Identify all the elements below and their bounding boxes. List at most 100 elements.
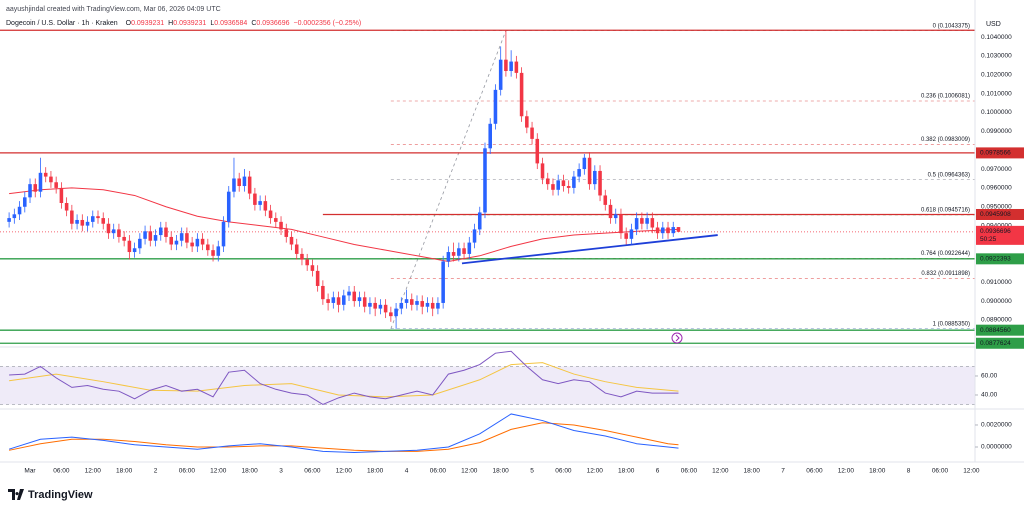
candle-body: [253, 193, 257, 205]
legend-value: 0.0939231: [173, 20, 206, 27]
candle-body: [352, 291, 357, 302]
candle-body: [294, 244, 299, 254]
rsi-tick-label: 60.00: [981, 373, 998, 380]
candle-body: [671, 227, 676, 234]
candle-body: [483, 148, 487, 213]
fib-label: 0.764 (0.0922644): [921, 251, 970, 257]
y-tick-label: 0.0900000: [981, 298, 1012, 305]
candle-body: [525, 116, 529, 128]
candle-body: [441, 261, 445, 303]
candle-body: [587, 157, 592, 185]
event-icon[interactable]: [671, 332, 683, 344]
candle-body: [274, 218, 278, 222]
x-tick-label: 12:00: [461, 468, 478, 475]
y-tick-label: 0.0910000: [981, 279, 1012, 286]
candle-body: [310, 265, 315, 271]
macd-line: [8, 413, 679, 454]
candle-body: [331, 297, 336, 303]
candle-body: [90, 216, 95, 222]
candle-body: [138, 238, 142, 249]
candle-body: [12, 214, 17, 219]
x-tick-label: 3: [279, 468, 283, 475]
candle-body: [43, 172, 48, 177]
candle-body: [315, 270, 320, 286]
candle-body: [174, 240, 179, 245]
candle-body: [237, 178, 241, 187]
legend-key: C: [251, 20, 256, 27]
candle-body: [64, 203, 69, 211]
x-tick-label: 6: [656, 468, 660, 475]
y-tick-label: 0.1020000: [981, 71, 1012, 78]
candle-body: [430, 302, 435, 309]
candle-body: [117, 229, 121, 237]
candle-body: [305, 259, 309, 266]
candle-body: [321, 285, 325, 300]
candle-body: [467, 242, 472, 254]
logo-mark: [8, 489, 24, 500]
candle-body: [347, 291, 351, 296]
candle-body: [242, 176, 247, 187]
legend-value: 0.0936584: [214, 20, 247, 27]
candle-body: [373, 302, 377, 309]
x-tick-label: 18:00: [367, 468, 384, 475]
x-tick-label: 7: [781, 468, 785, 475]
y-tick-label: 0.1040000: [981, 34, 1012, 41]
candle-body: [226, 191, 231, 222]
candle-body: [666, 227, 670, 234]
y-tick-label: 0.1030000: [981, 53, 1012, 60]
candle-body: [164, 227, 168, 237]
candle-body: [655, 227, 660, 234]
candle-body: [59, 187, 64, 204]
candle-body: [582, 157, 587, 170]
logo: TradingView: [8, 489, 93, 501]
level-label: 0.0884560: [980, 327, 1011, 334]
candle-body: [619, 214, 623, 234]
candle-body: [54, 182, 58, 188]
candle-body: [645, 218, 649, 224]
candle-body: [383, 304, 388, 313]
candle-body: [258, 201, 262, 205]
indicators: [0, 350, 975, 454]
candle-body: [195, 238, 200, 247]
macd-signal: [8, 422, 679, 452]
fib-label: 0.382 (0.0983009): [921, 137, 970, 143]
candle-body: [514, 61, 519, 73]
y-tick-label: 0.0960000: [981, 185, 1012, 192]
level-label: 0.0978566: [980, 150, 1011, 157]
candle-body: [169, 236, 173, 245]
candle-body: [232, 178, 236, 192]
moving-average: [9, 187, 679, 262]
candle-body: [221, 221, 226, 247]
candle-body: [216, 246, 221, 256]
x-tick-label: 12:00: [210, 468, 227, 475]
candle-body: [80, 219, 85, 226]
candle-body: [477, 212, 482, 230]
candle-body: [211, 250, 215, 256]
x-tick-label: 12:00: [587, 468, 604, 475]
candle-body: [457, 248, 461, 256]
candle-body: [545, 178, 550, 185]
y-tick-label: 0.0890000: [981, 317, 1012, 324]
candle-body: [493, 89, 498, 124]
trend-line: [461, 234, 718, 265]
candle-body: [85, 221, 90, 226]
rsi-tick-label: 40.00: [981, 392, 998, 399]
candle-body: [498, 59, 503, 90]
price-label: 0.0936696: [980, 228, 1011, 235]
candle-body: [404, 299, 409, 303]
candle-body: [566, 186, 571, 188]
x-tick-label: 12:00: [838, 468, 855, 475]
legend-key: H: [168, 20, 173, 27]
fib-label: 0 (0.1043375): [933, 23, 970, 29]
candle-body: [122, 236, 126, 241]
rsi-ma: [9, 362, 679, 398]
x-tick-label: 2: [154, 468, 158, 475]
macd-tick-label: 0.0000000: [981, 444, 1012, 451]
candle-body: [96, 216, 100, 219]
axis: Mar 06:00 12:00 18:00 2 06:00 12:00 18:00 3 06:00…: [0, 0, 1024, 475]
candle-body: [535, 138, 540, 164]
x-tick-label: 18:00: [744, 468, 761, 475]
candle-body: [378, 304, 383, 309]
level-label-box: [976, 324, 1024, 336]
